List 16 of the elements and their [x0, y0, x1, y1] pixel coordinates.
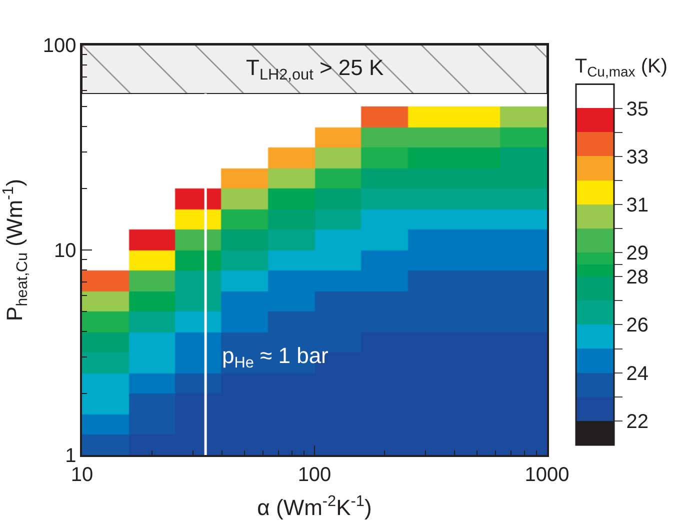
color-bar-label: 35: [626, 98, 648, 120]
color-bar-title: T$_{Cu,max}$ (K): [574, 55, 668, 80]
annotation: p$_{He}$ ≈ 1 bar: [222, 343, 328, 372]
y-tick-label: 100: [42, 35, 76, 57]
color-bar-label: 33: [626, 146, 648, 168]
color-bar-label: 28: [626, 266, 648, 289]
color-bar-label: 24: [626, 362, 648, 385]
x-tick-label: 1000: [524, 464, 570, 486]
color-bar-label: 31: [626, 194, 648, 216]
x-tick-label: 100: [298, 464, 332, 486]
color-bar-label: 26: [626, 314, 648, 337]
color-bar-label: 22: [626, 410, 648, 433]
color-bar-label: 29: [626, 242, 648, 265]
y-tick-label: 10: [54, 240, 76, 262]
x-axis-title: α (Wm$^{-2}$K$^{-1}$): [257, 492, 372, 520]
band-label: T$_{LH2,out}$ > 25 K: [246, 55, 384, 84]
